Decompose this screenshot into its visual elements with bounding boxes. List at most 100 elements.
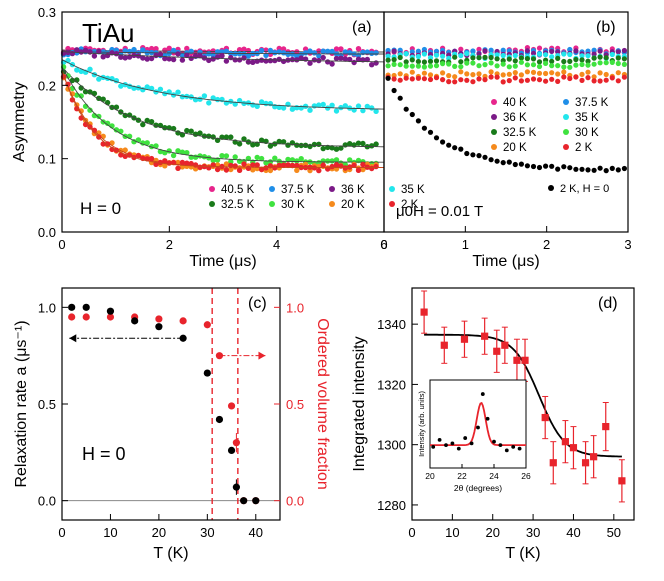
point-b-36-K	[482, 48, 488, 54]
point-b-2-K	[512, 75, 518, 81]
panel-b-label: (b)	[596, 19, 616, 36]
point-a-30-K	[223, 153, 230, 159]
point-a-37-5-K	[236, 51, 243, 57]
point-a-30-K	[170, 152, 177, 159]
point-a-36-K	[197, 52, 203, 59]
point-b-2-K-H-0	[579, 166, 585, 172]
point-b-35-K	[561, 51, 567, 57]
point-a-40-5-K	[280, 46, 287, 52]
point-a-40-5-K	[245, 47, 252, 54]
legend-marker-b	[563, 99, 569, 105]
point-a-37-5-K	[179, 52, 186, 59]
inset-point	[437, 437, 442, 442]
inset-point	[492, 439, 496, 444]
inset-xlabel: 2θ (degrees)	[454, 483, 502, 493]
point-a-36-K	[250, 59, 256, 65]
x-tick-label-d: 0	[408, 525, 415, 540]
point-b-2-K-H-0	[621, 165, 628, 172]
point-a-36-K	[272, 57, 278, 64]
point-a-36-K	[373, 60, 379, 66]
point-a-35-K	[118, 83, 124, 89]
point-a-32-5-K	[197, 130, 203, 136]
point-b-20-K	[555, 71, 561, 77]
point-a-36-K	[241, 55, 247, 61]
point-b-2-K	[470, 79, 476, 85]
point-a-36-K	[78, 49, 84, 55]
point-a-35-K	[157, 86, 164, 93]
inset-point	[517, 446, 522, 451]
panel-b-marks	[385, 45, 628, 174]
point-a-20-K	[294, 167, 300, 173]
point-a-30-K	[104, 120, 111, 127]
point-a-2-K	[289, 162, 296, 169]
point-b-2-K-H-0	[506, 159, 512, 165]
point-b-2-K	[518, 78, 525, 84]
fit-line-a-35-K	[61, 59, 385, 110]
point-c-rate	[252, 497, 260, 505]
point-b-2-K	[494, 74, 500, 80]
panel-d-inset: 20 22 24 26 2θ (degrees) Intensity (arb. un…	[417, 379, 531, 493]
point-a-32-5-K	[258, 137, 265, 143]
legend-marker-b	[491, 144, 497, 150]
point-b-30-K	[591, 61, 597, 67]
y-tick-label-a: 0.2	[38, 78, 56, 93]
point-a-35-K	[280, 105, 287, 111]
point-a-2-K	[258, 166, 265, 173]
point-b-2-K-H-0	[403, 106, 409, 112]
inset-point	[444, 443, 448, 448]
inset-point	[469, 441, 474, 446]
point-b-2-K	[452, 79, 458, 85]
point-d	[521, 356, 529, 364]
point-a-2-K	[373, 163, 379, 170]
y-tick-label-a: 0.3	[38, 5, 56, 20]
inset-x-tick-label: 20	[425, 471, 435, 481]
point-c-fraction	[232, 439, 240, 447]
point-a-36-K	[364, 56, 370, 63]
point-b-20-K	[488, 69, 494, 75]
point-b-2-K	[440, 77, 446, 83]
point-b-32-5-K	[488, 54, 494, 61]
y-tick-label-c-left: 1.0	[38, 300, 56, 315]
y-tick-label-d: 1320	[377, 377, 406, 392]
panel-a-xlabel: Time (μs)	[189, 253, 256, 270]
point-b-35-K	[500, 52, 506, 59]
point-a-20-K	[360, 166, 366, 173]
point-a-40-5-K	[166, 45, 172, 51]
point-a-36-K	[188, 55, 194, 61]
point-a-36-K	[148, 55, 155, 62]
point-a-2-K	[214, 166, 221, 173]
point-a-36-K	[179, 57, 186, 63]
fit-line-a-2-K	[61, 70, 384, 168]
point-a-30-K	[285, 156, 291, 163]
point-b-2-K-H-0	[549, 163, 555, 169]
point-a-35-K	[333, 108, 340, 114]
x-tick-label-c: 0	[58, 525, 65, 540]
x-tick-label-d: 50	[607, 525, 621, 540]
point-a-35-K	[364, 103, 370, 110]
point-a-32-5-K	[140, 121, 146, 128]
point-c-fraction	[227, 402, 236, 410]
point-a-36-K	[369, 61, 375, 68]
point-c-fraction	[203, 321, 211, 329]
point-b-35-K	[567, 51, 573, 58]
point-a-36-K	[289, 56, 296, 63]
point-b-30-K	[543, 60, 549, 66]
point-a-35-K	[338, 104, 344, 111]
point-a-40-5-K	[355, 46, 362, 52]
point-a-36-K	[153, 52, 159, 59]
point-a-32-5-K	[201, 133, 208, 139]
point-a-36-K	[122, 55, 128, 61]
point-b-30-K	[549, 63, 555, 69]
point-a-2-K	[280, 162, 287, 168]
point-a-32-5-K	[241, 136, 247, 142]
x-tick-label-b: 1	[462, 237, 469, 252]
point-a-32-5-K	[236, 141, 243, 147]
point-b-36-K	[615, 49, 621, 55]
point-d	[420, 308, 428, 316]
point-b-2-K	[421, 76, 427, 82]
point-b-32-5-K	[452, 54, 458, 60]
point-b-2-K	[391, 76, 397, 82]
point-a-2-K	[254, 162, 260, 168]
legend-label-a: 20 K	[341, 199, 365, 211]
point-b-2-K-H-0	[567, 165, 573, 171]
